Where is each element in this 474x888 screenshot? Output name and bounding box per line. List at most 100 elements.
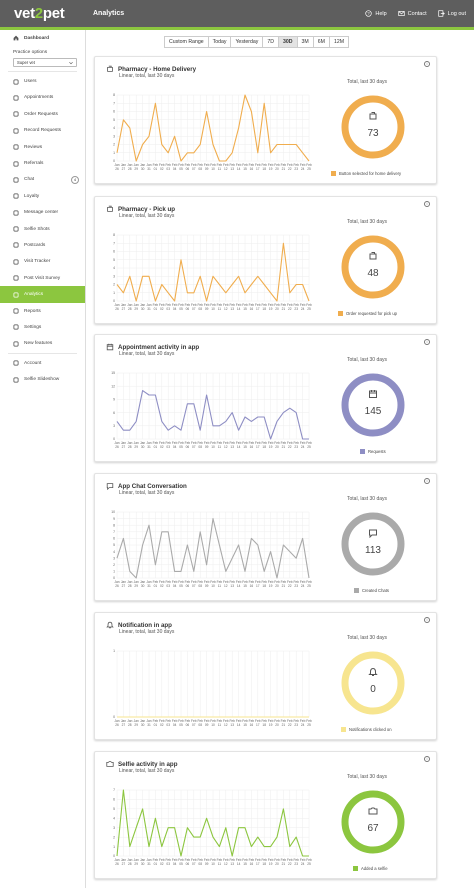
- range-button-today[interactable]: Today: [209, 37, 232, 47]
- x-tick-label: 04: [173, 445, 177, 449]
- sidebar-item-appointments[interactable]: Appointments: [0, 90, 85, 106]
- x-tick-label: Feb: [210, 303, 216, 307]
- x-tick-label: Feb: [268, 163, 274, 167]
- analytics-card: Pharmacy - Pick up Linear, total, last 30…: [94, 196, 437, 324]
- x-tick-label: 14: [237, 167, 241, 171]
- x-tick-label: 03: [166, 584, 170, 588]
- range-button-12m[interactable]: 12M: [333, 39, 345, 45]
- divider: [8, 353, 77, 355]
- range-button-6m[interactable]: 6M: [314, 37, 330, 47]
- series-line: [116, 94, 310, 162]
- x-tick-label: 18: [262, 584, 266, 588]
- x-tick-label: Jan: [146, 580, 151, 584]
- line-chart: 012345678910Jan26Jan27Jan28Jan29Jan30Jan…: [111, 510, 312, 588]
- card-title-text: Selfie activity in app: [118, 760, 178, 768]
- x-tick-label: Feb: [287, 858, 293, 862]
- help-link[interactable]: ? Help: [365, 10, 387, 17]
- x-tick-label: 02: [160, 167, 164, 171]
- info-icon[interactable]: i: [424, 478, 430, 484]
- sidebar-item-reviews[interactable]: Reviews: [0, 139, 85, 155]
- x-tick-label: Feb: [274, 858, 280, 862]
- line-chart: 01Jan26Jan27Jan28Jan29Jan30Jan31Feb01Feb…: [113, 649, 312, 727]
- x-tick-label: Feb: [293, 163, 299, 167]
- sidebar-item-visit-tracker[interactable]: Visit Tracker: [0, 254, 85, 270]
- total-label: Total, last 30 days: [347, 496, 388, 502]
- x-tick-label: Feb: [229, 719, 235, 723]
- x-tick-label: 04: [173, 723, 177, 727]
- contact-link[interactable]: Contact: [398, 10, 427, 17]
- range-button-30d[interactable]: 30D: [278, 37, 298, 47]
- x-tick-label: 17: [256, 723, 260, 727]
- sidebar-item-label: Record Requests: [24, 128, 62, 134]
- sidebar-item-chat[interactable]: Chat 4: [0, 172, 85, 188]
- practice-options-label: Practice options: [13, 50, 48, 56]
- pharmacy-delivery-icon: [369, 112, 377, 120]
- card-subtitle: Linear, total, last 30 days: [119, 73, 175, 79]
- info-icon[interactable]: i: [424, 201, 430, 207]
- x-tick-label: 30: [141, 307, 145, 311]
- x-tick-label: Feb: [204, 719, 210, 723]
- info-icon[interactable]: i: [424, 339, 430, 345]
- x-tick-label: Jan: [134, 858, 139, 862]
- x-tick-label: Feb: [287, 441, 293, 445]
- chat-bubble-icon: [106, 483, 114, 490]
- practice-select[interactable]: Super vet: [13, 58, 77, 68]
- sidebar-item-settings[interactable]: Settings: [0, 319, 85, 335]
- x-tick-label: 29: [134, 167, 138, 171]
- sidebar-item-new-features[interactable]: New features: [0, 336, 85, 352]
- x-tick-label: Feb: [197, 719, 203, 723]
- x-tick-label: 09: [205, 584, 209, 588]
- x-tick-label: Feb: [306, 441, 312, 445]
- sidebar-item-dashboard[interactable]: Dashboard: [0, 30, 85, 46]
- x-tick-label: Jan: [114, 580, 119, 584]
- x-tick-label: Feb: [229, 163, 235, 167]
- sidebar-item-account[interactable]: Account: [0, 355, 85, 371]
- x-tick-label: 09: [205, 723, 209, 727]
- sidebar-item-order-requests[interactable]: Order Requests: [0, 106, 85, 122]
- sidebar-item-users[interactable]: Users: [0, 73, 85, 89]
- sidebar-item-referrals[interactable]: Referrals: [0, 155, 85, 171]
- range-button-3m[interactable]: 3M: [298, 37, 314, 47]
- sidebar-item-analytics[interactable]: Analytics: [0, 286, 85, 303]
- range-button-yesterday[interactable]: Yesterday: [231, 37, 264, 47]
- x-tick-label: Feb: [204, 303, 210, 307]
- x-tick-label: 05: [179, 584, 183, 588]
- range-button-7d[interactable]: 7D: [263, 37, 279, 47]
- logout-link[interactable]: Log out: [437, 10, 466, 17]
- x-tick-label: 07: [192, 862, 196, 866]
- x-tick-label: Feb: [197, 580, 203, 584]
- x-tick-label: 24: [301, 307, 305, 311]
- sidebar-item-post-visit-survey[interactable]: Post Visit Survey: [0, 270, 85, 286]
- y-tick-label: 1: [113, 845, 115, 849]
- x-tick-label: Feb: [293, 580, 299, 584]
- info-icon[interactable]: i: [424, 756, 430, 762]
- range-button-custom-range[interactable]: Custom Range: [165, 37, 209, 47]
- x-tick-label: 06: [186, 445, 190, 449]
- sidebar-item-selfie-shots[interactable]: Selfie Shots: [0, 221, 85, 237]
- info-icon[interactable]: i: [424, 61, 430, 67]
- x-tick-label: 01: [154, 307, 158, 311]
- x-tick-label: Feb: [229, 580, 235, 584]
- x-tick-label: 07: [192, 167, 196, 171]
- sidebar-item-postcards[interactable]: Postcards: [0, 237, 85, 253]
- info-icon[interactable]: i: [424, 617, 430, 623]
- logo[interactable]: vet2pet: [14, 5, 65, 22]
- sidebar-item-selfie-slideshow[interactable]: Selfie Slideshow: [0, 371, 85, 387]
- x-tick-label: Feb: [274, 303, 280, 307]
- x-tick-label: 28: [128, 723, 132, 727]
- sidebar-item-loyalty[interactable]: Loyalty: [0, 188, 85, 204]
- x-tick-label: Feb: [287, 163, 293, 167]
- x-tick-label: Feb: [281, 303, 287, 307]
- sidebar-item-record-requests[interactable]: Record Requests: [0, 123, 85, 139]
- x-tick-label: 18: [262, 862, 266, 866]
- y-tick-label: 0: [113, 299, 115, 303]
- x-tick-label: 01: [154, 862, 158, 866]
- x-tick-label: Jan: [146, 441, 151, 445]
- x-tick-label: 13: [230, 584, 234, 588]
- x-tick-label: 27: [122, 723, 126, 727]
- card-subtitle: Linear, total, last 30 days: [119, 490, 175, 496]
- x-tick-label: 29: [134, 307, 138, 311]
- sidebar-item-reports[interactable]: Reports: [0, 303, 85, 319]
- sidebar-item-message-center[interactable]: Message center: [0, 205, 85, 221]
- x-tick-label: 16: [250, 584, 254, 588]
